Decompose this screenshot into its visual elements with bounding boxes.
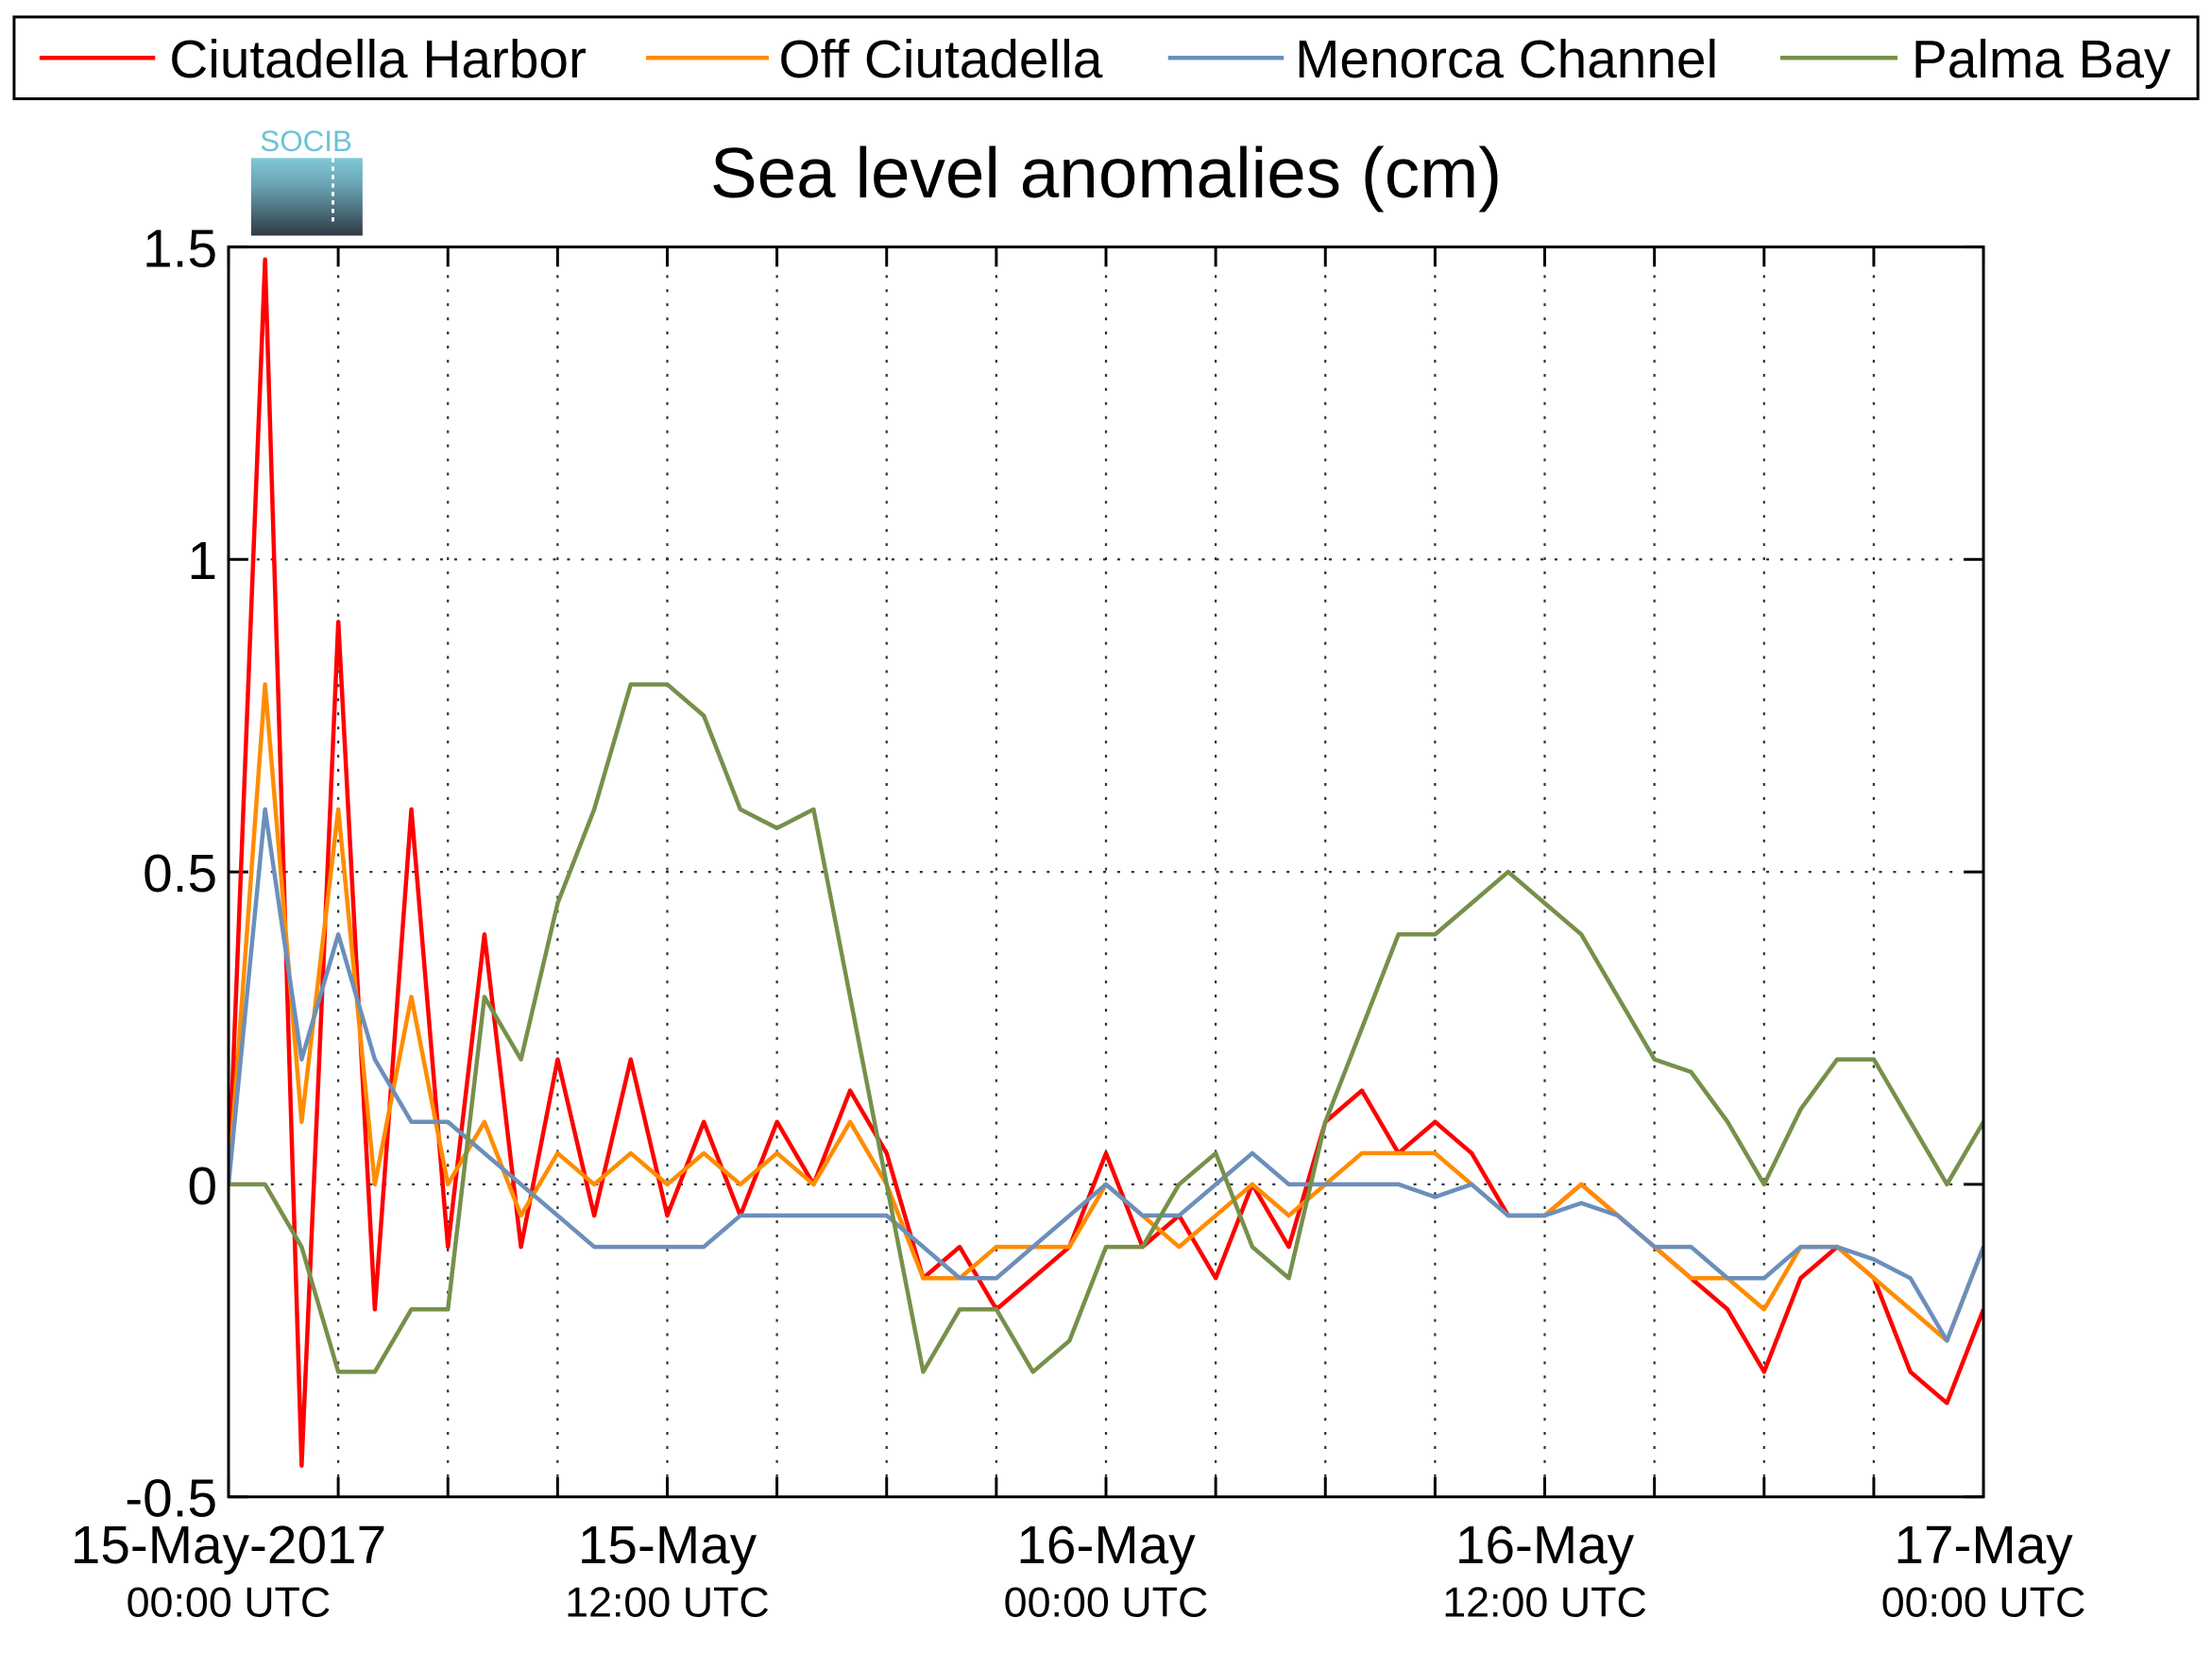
x-tick-sublabel: 00:00 UTC [127,1579,332,1626]
x-tick-label: 15-May-2017 [71,1516,386,1575]
chart-title: Sea level anomalies (cm) [710,133,1502,213]
legend-label: Menorca Channel [1295,30,1718,90]
x-tick-sublabel: 00:00 UTC [1004,1579,1209,1626]
x-tick-sublabel: 12:00 UTC [565,1579,770,1626]
logo-image [250,158,363,236]
x-tick-label: 16-May [1016,1516,1196,1575]
series-line [228,807,1984,1343]
y-tick-label: 0.5 [143,844,217,904]
legend-label: Palma Bay [1912,30,2171,90]
x-tick-sublabel: 12:00 UTC [1442,1579,1647,1626]
y-tick-label: 0 [187,1157,217,1217]
series-line [228,257,1984,1468]
x-tick-sublabel: 00:00 UTC [1881,1579,2086,1626]
y-tick-label: 1 [187,532,217,591]
axes-box [227,245,1985,1499]
logo-text: SOCIB [260,125,352,158]
x-tick-label: 16-May [1455,1516,1635,1575]
x-tick-label: 15-May [578,1516,757,1575]
y-tick-label: -0.5 [125,1470,217,1529]
series-line [228,682,1984,1374]
legend-label: Ciutadella Harbor [169,30,587,90]
y-tick-label: 1.5 [143,219,217,279]
logo: SOCIB [250,125,363,236]
x-tick-label: 17-May [1894,1516,2073,1575]
legend-label: Off Ciutadella [778,30,1102,90]
